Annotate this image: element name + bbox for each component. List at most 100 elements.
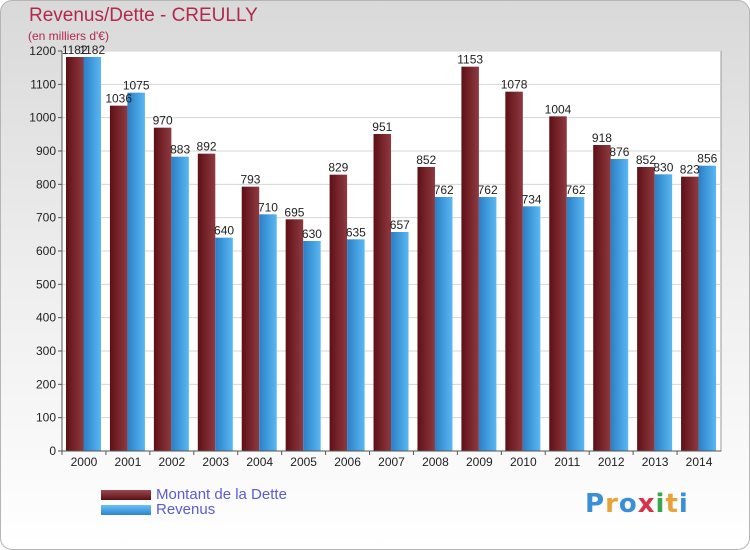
data-label: 883 (170, 143, 190, 157)
bar-dette (593, 145, 611, 451)
y-tick-label: 200 (36, 377, 56, 391)
x-tick-label: 2014 (686, 455, 713, 469)
x-tick-label: 2009 (466, 455, 493, 469)
data-label: 852 (416, 153, 436, 167)
data-label: 856 (697, 152, 717, 166)
y-tick-label: 300 (36, 344, 56, 358)
bar-revenus (478, 197, 497, 451)
bar-revenus (303, 241, 321, 451)
y-tick-label: 700 (36, 211, 56, 225)
bar-revenus (434, 197, 453, 451)
x-tick-label: 2003 (202, 455, 229, 469)
bar-dette (241, 186, 260, 451)
legend-swatch-dette (101, 489, 151, 500)
legend-label-revenus: Revenus (156, 501, 216, 518)
legend-label-dette: Montant de la Dette (156, 486, 287, 503)
bar-revenus (522, 206, 541, 451)
y-tick-label: 1000 (29, 111, 56, 125)
legend-swatch-revenus (101, 504, 151, 515)
legend-item-dette: Montant de la Dette (101, 486, 287, 503)
bar-revenus (347, 239, 365, 451)
bar-dette (109, 105, 128, 452)
y-tick-label: 1200 (29, 44, 56, 58)
proxiti-logo: Proxiti (585, 489, 689, 519)
data-label: 762 (478, 183, 498, 197)
bar-revenus (654, 174, 673, 452)
x-tick-label: 2006 (334, 455, 361, 469)
bar-dette (417, 167, 435, 451)
chart-legend: Montant de la Dette Revenus (101, 486, 287, 518)
y-tick-label: 400 (36, 311, 56, 325)
data-label: 970 (153, 114, 173, 128)
data-label: 635 (346, 225, 366, 239)
x-tick-label: 2004 (246, 455, 273, 469)
data-label: 823 (680, 163, 700, 177)
data-label: 762 (566, 183, 586, 197)
bar-revenus (698, 165, 717, 451)
data-label: 1004 (545, 102, 572, 116)
bar-dette (329, 174, 348, 451)
bar-dette (66, 57, 84, 451)
bar-dette (681, 176, 699, 451)
data-label: 1153 (457, 53, 483, 67)
chart-subtitle: (en milliers d'€) (28, 29, 109, 43)
data-label: 852 (636, 153, 656, 167)
bar-revenus (259, 214, 277, 451)
y-tick-label: 0 (49, 444, 56, 458)
bar-dette (197, 153, 216, 451)
data-label: 1182 (79, 43, 105, 57)
y-tick-label: 800 (36, 177, 56, 191)
data-label: 734 (522, 192, 542, 206)
data-label: 892 (197, 140, 217, 154)
bar-revenus (391, 232, 409, 451)
bar-dette (461, 66, 479, 452)
bar-dette (549, 116, 567, 451)
data-label: 762 (434, 183, 454, 197)
data-label: 710 (258, 200, 278, 214)
x-tick-label: 2001 (115, 455, 142, 469)
chart-title: Revenus/Dette - CREULLY (29, 5, 258, 26)
y-tick-label: 100 (36, 411, 56, 425)
bar-revenus (215, 237, 233, 451)
bar-revenus (171, 156, 189, 451)
bar-revenus (127, 92, 145, 452)
data-label: 1078 (501, 78, 528, 92)
bar-dette (637, 167, 655, 451)
data-label: 876 (609, 145, 629, 159)
bar-revenus (566, 197, 585, 451)
bar-dette (505, 91, 523, 452)
data-label: 1036 (105, 92, 132, 106)
data-label: 830 (653, 160, 673, 174)
data-label: 630 (302, 227, 322, 241)
y-tick-label: 900 (36, 144, 56, 158)
bar-dette (373, 134, 392, 451)
bar-revenus (83, 57, 101, 451)
x-tick-label: 2008 (422, 455, 449, 469)
data-label: 640 (214, 224, 234, 238)
x-tick-label: 2010 (510, 455, 537, 469)
bar-dette (285, 219, 304, 451)
x-tick-label: 2013 (642, 455, 669, 469)
y-tick-label: 1100 (30, 77, 56, 91)
data-label: 793 (240, 173, 260, 187)
bar-dette (153, 127, 172, 452)
legend-item-revenus: Revenus (101, 501, 287, 518)
x-tick-label: 2012 (598, 455, 625, 469)
data-label: 951 (372, 120, 392, 134)
data-label: 657 (390, 218, 410, 232)
bar-revenus (610, 159, 629, 451)
x-tick-label: 2011 (554, 455, 580, 469)
x-tick-label: 2005 (290, 455, 317, 469)
data-label: 1075 (123, 79, 150, 93)
data-label: 829 (328, 161, 348, 175)
y-tick-label: 600 (36, 244, 56, 258)
x-tick-label: 2000 (71, 455, 98, 469)
data-label: 1182 (62, 43, 88, 57)
data-label: 918 (592, 131, 612, 145)
x-tick-label: 2007 (378, 455, 405, 469)
x-tick-label: 2002 (158, 455, 185, 469)
y-tick-label: 500 (36, 277, 56, 291)
data-label: 695 (284, 205, 304, 219)
